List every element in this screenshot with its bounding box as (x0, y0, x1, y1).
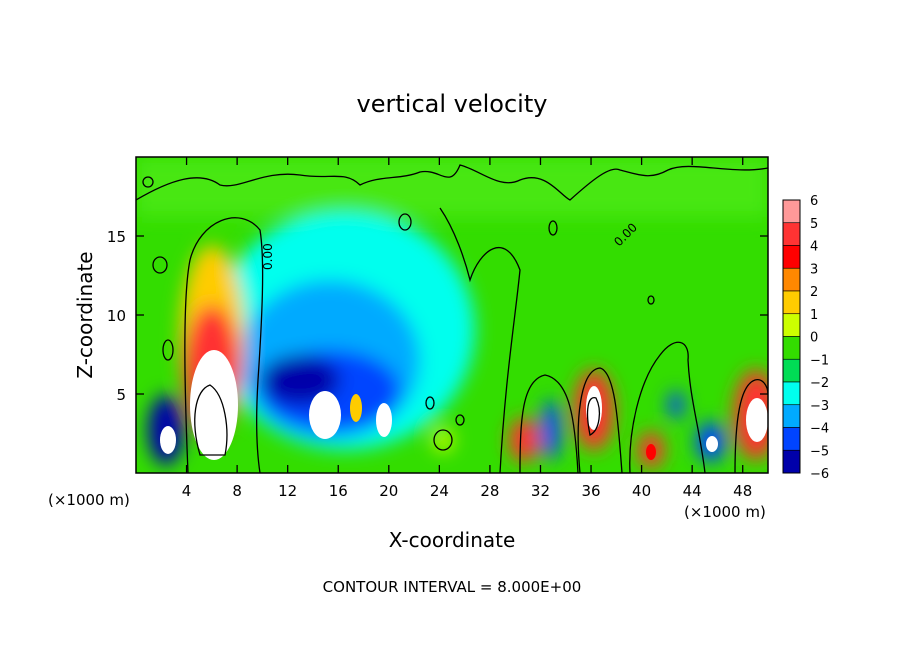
colorbar-swatch (782, 222, 801, 246)
contour-ring-f (647, 295, 655, 305)
red-core-40 (646, 444, 656, 460)
x-tick-label: 16 (329, 482, 348, 500)
white-core-6 (190, 350, 238, 460)
x-tick-label: 44 (683, 482, 702, 500)
colorbar-swatch (782, 449, 801, 474)
colorbar-label: −3 (810, 399, 829, 414)
white-core-left (160, 426, 176, 454)
colorbar-swatch (782, 245, 801, 269)
contour-column-left (184, 217, 264, 473)
colorbar-swatch (782, 427, 801, 451)
chart-title: vertical velocity (357, 90, 548, 118)
footer-note: CONTOUR INTERVAL = 8.000E+00 (323, 578, 582, 596)
contour-label-left: 0.00 (261, 243, 275, 270)
colorbar-swatch (782, 199, 801, 224)
contour-ring-e (548, 220, 558, 236)
colorbar-label: −5 (810, 444, 829, 459)
colorbar-label: 6 (810, 194, 818, 209)
contour-inner-36 (586, 397, 601, 436)
red-32 (509, 418, 539, 462)
colorbar-label: 3 (810, 262, 818, 277)
blue-43 (668, 391, 684, 419)
colorbar-label: 5 (810, 217, 818, 232)
colorbar: 6 5 4 3 2 1 0 −1 −2 −3 −4 −5 −6 (782, 194, 829, 482)
white-core-20 (376, 403, 392, 437)
contour-inner-6 (194, 384, 228, 456)
contour-ring-g (425, 396, 435, 410)
x-axis-ticks: 4 8 12 16 20 24 28 32 36 40 44 48 (182, 157, 752, 500)
yellow-24 (433, 428, 453, 452)
x-unit-note-left: (×1000 m) (48, 491, 130, 509)
plot-area (136, 157, 768, 473)
contour-lines (136, 164, 768, 473)
contour-right-4 (734, 379, 768, 473)
colorbar-label: −4 (810, 422, 829, 437)
colorbar-label: −2 (810, 376, 829, 391)
y-tick-label: 5 (116, 386, 126, 404)
contour-top (136, 164, 768, 201)
y-axis-label: Z-coordinate (73, 251, 97, 378)
y-tick-label: 10 (107, 307, 126, 325)
colorbar-swatch (782, 381, 801, 406)
colorbar-swatch (782, 313, 801, 337)
colorbar-label: −1 (810, 353, 829, 368)
contour-center (439, 207, 521, 473)
y-tick-label: 15 (107, 228, 126, 246)
white-core-15 (309, 391, 341, 439)
colorbar-swatch (782, 267, 801, 292)
colorbar-swatch (782, 404, 801, 428)
x-tick-label: 32 (531, 482, 550, 500)
contour-right-2 (577, 367, 623, 473)
x-unit-note-right: (×1000 m) (684, 503, 766, 521)
colorbar-label: 1 (810, 308, 818, 323)
blue-33 (541, 400, 561, 460)
colorbar-frame (782, 199, 801, 474)
x-tick-label: 48 (733, 482, 752, 500)
y-axis-ticks: 5 10 15 (107, 228, 768, 404)
x-tick-label: 4 (182, 482, 192, 500)
yellow-core-17 (350, 394, 362, 422)
colorbar-label: 4 (810, 240, 818, 255)
contour-ring-b (152, 256, 168, 274)
x-tick-label: 8 (232, 482, 242, 500)
x-axis-label: X-coordinate (389, 528, 516, 552)
x-tick-label: 12 (278, 482, 297, 500)
contour-right-3 (629, 341, 706, 473)
contour-ring-c (162, 339, 174, 361)
x-tick-label: 24 (430, 482, 449, 500)
colorbar-swatch (782, 290, 801, 315)
colorbar-label: 2 (810, 285, 818, 300)
colorbar-swatch (782, 336, 801, 360)
contour-ring-i (433, 429, 453, 451)
colorbar-swatch (782, 358, 801, 383)
white-core-45 (706, 436, 718, 452)
upper-band (136, 157, 768, 217)
colorbar-label: 0 (810, 331, 818, 346)
x-tick-label: 36 (581, 482, 600, 500)
x-tick-label: 28 (480, 482, 499, 500)
colorbar-label: −6 (810, 467, 829, 482)
white-core-49 (746, 398, 768, 442)
x-tick-label: 20 (379, 482, 398, 500)
contour-ring-d (398, 213, 412, 231)
contour-right-1 (519, 374, 579, 473)
x-tick-label: 40 (632, 482, 651, 500)
white-core-36 (586, 386, 602, 430)
contour-ring-a (142, 176, 154, 188)
contour-ring-h (455, 414, 465, 426)
